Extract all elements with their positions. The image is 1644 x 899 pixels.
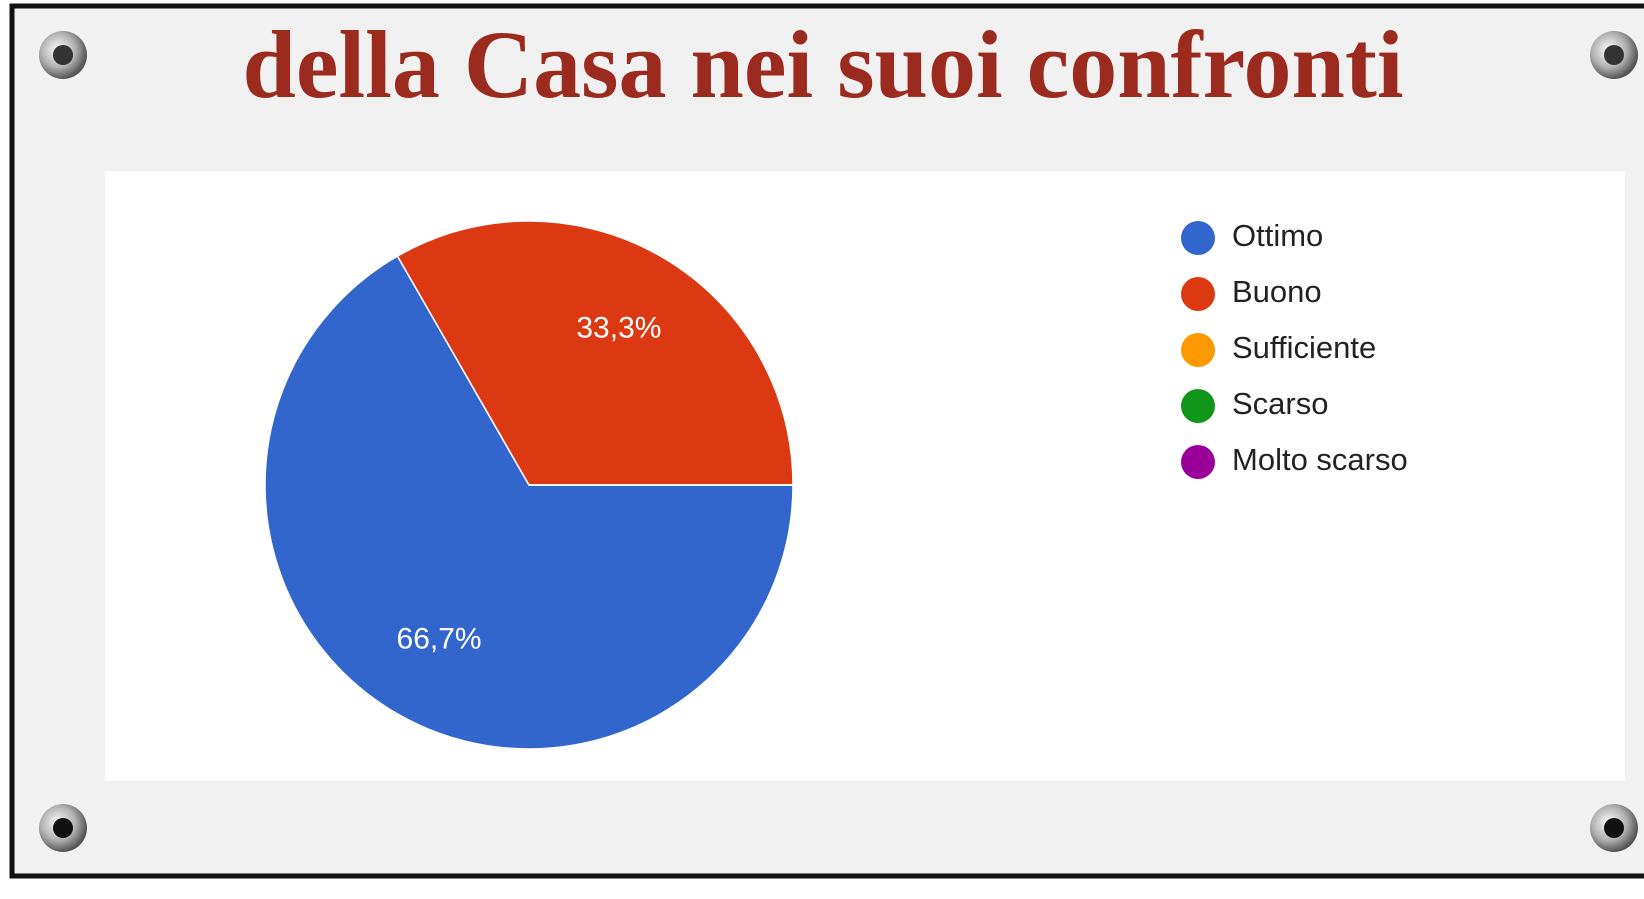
- slice-label: 33,3%: [576, 312, 661, 345]
- legend-label: Sufficiente: [1232, 330, 1376, 365]
- legend-label: Molto scarso: [1232, 442, 1408, 477]
- legend-label: Buono: [1232, 274, 1322, 309]
- legend-marker: [1181, 333, 1215, 367]
- legend-marker: [1181, 445, 1215, 479]
- legend-marker: [1181, 389, 1215, 423]
- legend-marker: [1181, 277, 1215, 311]
- legend-label: Ottimo: [1232, 218, 1323, 253]
- pie-slice: [264, 255, 794, 750]
- chart-title: della Casa nei suoi confronti: [243, 11, 1404, 118]
- legend-label: Scarso: [1232, 386, 1328, 421]
- legend-marker: [1181, 221, 1215, 255]
- slice-label: 66,7%: [397, 622, 482, 655]
- pie-slice: [396, 220, 794, 486]
- screws: [39, 31, 1638, 852]
